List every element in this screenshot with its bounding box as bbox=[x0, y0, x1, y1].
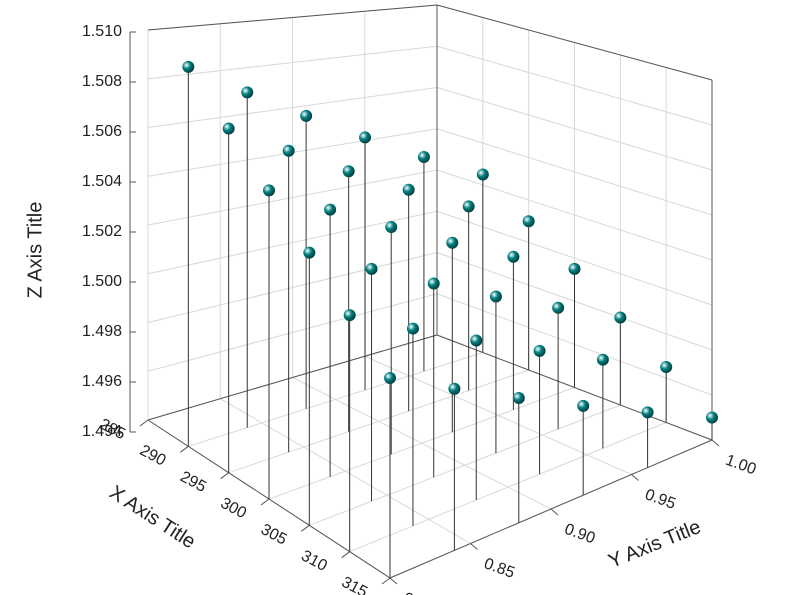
x-tick bbox=[260, 498, 270, 506]
box-edge bbox=[436, 4, 713, 81]
grid-line bbox=[147, 45, 438, 80]
x-tick-label: 310 bbox=[298, 547, 330, 575]
point bbox=[427, 277, 440, 290]
z-tick-label: 1.506 bbox=[82, 123, 122, 140]
y-tick-label: 0.90 bbox=[562, 521, 597, 548]
y-tick bbox=[550, 508, 559, 516]
point bbox=[359, 131, 372, 144]
z-tick-label: 1.494 bbox=[82, 423, 122, 440]
point bbox=[552, 301, 565, 314]
z-tick-label: 1.508 bbox=[82, 73, 122, 90]
x-tick-label: 305 bbox=[258, 521, 290, 549]
grid-line bbox=[292, 377, 552, 510]
point bbox=[489, 290, 502, 303]
y-tick bbox=[389, 577, 398, 585]
x-tick-label: 315 bbox=[339, 574, 371, 595]
point bbox=[476, 168, 489, 181]
y-tick-label: 0.80 bbox=[401, 590, 436, 595]
point bbox=[507, 250, 520, 263]
x-tick bbox=[381, 577, 391, 585]
y-tick-label: 0.85 bbox=[482, 555, 517, 582]
grid-line bbox=[436, 128, 713, 216]
point bbox=[577, 399, 590, 412]
x-tick bbox=[139, 419, 149, 427]
z-tick-label: 1.500 bbox=[82, 273, 122, 290]
point bbox=[568, 262, 581, 275]
grid-line bbox=[147, 293, 438, 372]
x-tick-label: 295 bbox=[177, 468, 209, 496]
point bbox=[446, 236, 459, 249]
x-tick-label: 300 bbox=[218, 495, 250, 523]
box-edge bbox=[147, 4, 438, 31]
point bbox=[522, 215, 535, 228]
grid-line bbox=[436, 87, 713, 171]
point bbox=[182, 60, 195, 73]
y-axis-title: Y Axis Title bbox=[605, 516, 704, 573]
point bbox=[448, 382, 461, 395]
point bbox=[241, 86, 254, 99]
x-tick-label: 290 bbox=[137, 442, 169, 470]
y-tick bbox=[470, 543, 478, 550]
point bbox=[417, 150, 430, 163]
grid-line bbox=[147, 87, 438, 128]
point bbox=[342, 165, 355, 178]
y-tick bbox=[711, 439, 720, 447]
z-tick-label: 1.498 bbox=[82, 323, 122, 340]
point bbox=[470, 334, 483, 347]
point bbox=[660, 361, 673, 374]
x-tick bbox=[341, 551, 350, 559]
z-tick-label: 1.502 bbox=[82, 223, 122, 240]
box-edge bbox=[147, 334, 438, 421]
point bbox=[384, 372, 396, 384]
y-tick-label: 1.00 bbox=[723, 452, 758, 479]
grid-line bbox=[147, 252, 438, 323]
point bbox=[462, 200, 475, 213]
point bbox=[385, 221, 398, 234]
x-axis-title: X Axis Title bbox=[105, 482, 199, 554]
x-tick bbox=[220, 472, 229, 480]
y-tick-label: 0.95 bbox=[643, 486, 678, 513]
point bbox=[222, 122, 235, 135]
point bbox=[300, 109, 313, 122]
grid-line bbox=[436, 45, 713, 126]
point bbox=[641, 406, 654, 419]
point bbox=[406, 322, 419, 335]
point bbox=[303, 246, 316, 259]
point bbox=[596, 353, 609, 366]
z-tick-label: 1.510 bbox=[82, 23, 122, 40]
point bbox=[263, 184, 275, 197]
grid-line bbox=[364, 355, 632, 475]
z-axis-title: Z Axis Title bbox=[24, 202, 46, 299]
point bbox=[614, 311, 627, 324]
point bbox=[402, 183, 415, 196]
z-tick-label: 1.496 bbox=[82, 373, 122, 390]
grid-line bbox=[219, 398, 471, 544]
point bbox=[343, 309, 356, 322]
y-tick bbox=[631, 474, 639, 481]
point bbox=[282, 144, 295, 157]
x-tick bbox=[180, 445, 189, 453]
z-tick-label: 1.504 bbox=[82, 173, 122, 190]
point bbox=[706, 411, 718, 424]
grid-line bbox=[147, 169, 438, 226]
point bbox=[512, 392, 525, 404]
x-tick bbox=[301, 524, 310, 532]
point bbox=[324, 203, 337, 216]
point bbox=[365, 262, 378, 275]
point bbox=[533, 344, 546, 357]
